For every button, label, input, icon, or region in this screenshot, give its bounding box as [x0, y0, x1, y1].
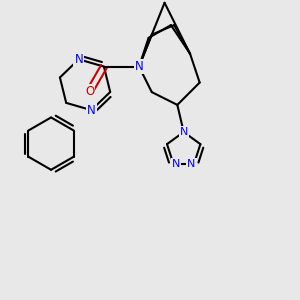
- Text: N: N: [172, 159, 180, 169]
- Text: N: N: [179, 127, 188, 137]
- Text: O: O: [85, 85, 94, 98]
- Text: N: N: [74, 53, 83, 66]
- Text: N: N: [187, 159, 196, 169]
- Text: N: N: [135, 60, 143, 73]
- Text: N: N: [87, 103, 96, 117]
